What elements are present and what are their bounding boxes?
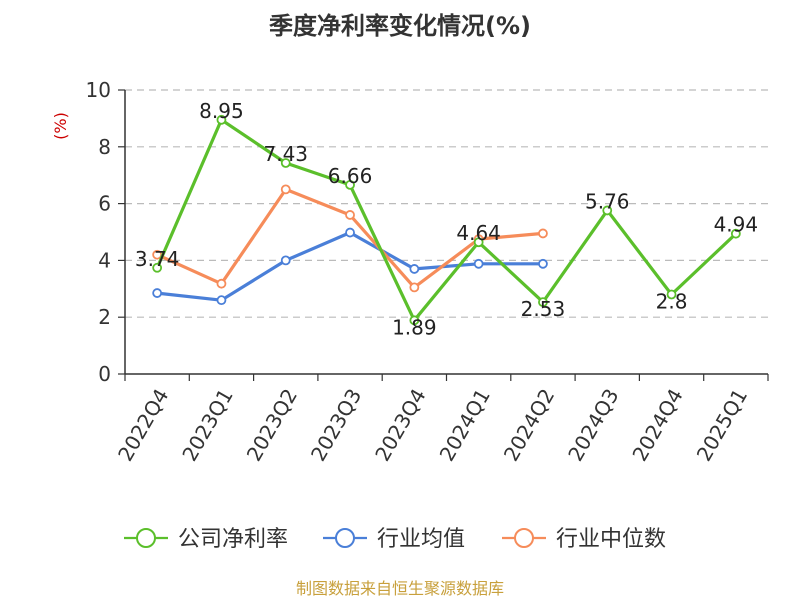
series-0-point-2023Q2	[280, 158, 291, 168]
data-label-2025Q1: 4.94	[714, 213, 759, 237]
series-2-point-2023Q1	[216, 278, 227, 289]
series-0-point-2023Q4	[409, 315, 420, 326]
y-tick-label-0: 0	[98, 362, 111, 386]
series-2-point-2024Q2	[538, 228, 548, 239]
series-2-point-2023Q4	[409, 282, 420, 293]
series-1-point-2023Q2	[280, 255, 291, 266]
series-2-point-2023Q3	[345, 210, 355, 220]
x-tick-label-2024Q3: 2024Q3	[563, 385, 623, 466]
y-tick-label-10: 10	[86, 78, 111, 102]
series-1-point-2023Q4	[409, 264, 420, 274]
series-0-point-2024Q4	[666, 289, 677, 300]
data-label-2023Q4: 1.89	[392, 315, 437, 339]
series-0-point-2024Q1	[473, 237, 484, 248]
x-tick-label-2023Q3: 2023Q3	[306, 385, 366, 466]
x-tick-label-2022Q4: 2022Q4	[113, 385, 173, 466]
data-labels: 3.74 8.95 7.43 6.66 1.89 4.64 2.53 5.76 2.8 4.94	[135, 99, 758, 340]
source-note: 制图数据来自恒生聚源数据库	[296, 579, 504, 598]
y-tick-label-4: 4	[98, 248, 111, 272]
legend-swatch-marker-0	[136, 528, 156, 548]
y-tick-label-8: 8	[98, 135, 111, 159]
x-tick-label-2023Q2: 2023Q2	[242, 385, 302, 466]
series-line-0	[155, 118, 737, 322]
data-label-2024Q3: 5.76	[585, 189, 630, 213]
series-0-point-2025Q1	[730, 228, 741, 239]
data-label-2022Q4: 3.74	[135, 247, 180, 271]
x-tick-label-2023Q1: 2023Q1	[177, 385, 237, 466]
series-0-point-2023Q1	[216, 114, 227, 125]
x-tick-label-2025Q1: 2025Q1	[692, 385, 752, 466]
data-label-2024Q2: 2.53	[521, 297, 566, 321]
x-tick-label-2023Q4: 2023Q4	[370, 385, 430, 466]
series-layer	[152, 114, 741, 326]
series-1-point-2022Q4	[152, 288, 163, 298]
series-2-point-2023Q2	[280, 184, 291, 195]
series-1-point-2024Q1	[473, 258, 484, 269]
legend-swatch-marker-1	[335, 528, 355, 548]
legend-label-2: 行业中位数	[556, 527, 666, 552]
legend: 公司净利率 行业均值 行业中位数	[124, 527, 666, 552]
y-tick-label-2: 2	[98, 305, 111, 329]
series-0-point-2024Q3	[602, 205, 613, 216]
x-tick-label-2024Q2: 2024Q2	[499, 385, 559, 466]
series-1-point-2023Q3	[345, 227, 355, 238]
x-tick-label-2024Q1: 2024Q1	[435, 385, 495, 466]
x-tick-label-2024Q4: 2024Q4	[627, 385, 687, 466]
legend-swatch-marker-2	[514, 528, 534, 548]
chart-title: 季度净利率变化情况(%)	[269, 12, 531, 40]
series-1-point-2023Q1	[216, 295, 227, 306]
data-label-2023Q3: 6.66	[328, 164, 373, 188]
series-0-point-2024Q2	[538, 297, 548, 308]
y-tick-label-6: 6	[98, 192, 111, 216]
y-axis-label: (%)	[51, 112, 70, 140]
data-label-2024Q1: 4.64	[456, 221, 501, 245]
data-label-2023Q2: 7.43	[263, 142, 308, 166]
legend-label-1: 行业均值	[377, 527, 465, 552]
data-label-2023Q1: 8.95	[199, 99, 244, 123]
series-0-point-2023Q3	[345, 179, 355, 190]
legend-label-0: 公司净利率	[178, 527, 288, 552]
series-1-point-2024Q2	[538, 258, 548, 269]
data-label-2024Q4: 2.8	[656, 289, 688, 313]
series-0-point-2022Q4	[152, 262, 163, 273]
